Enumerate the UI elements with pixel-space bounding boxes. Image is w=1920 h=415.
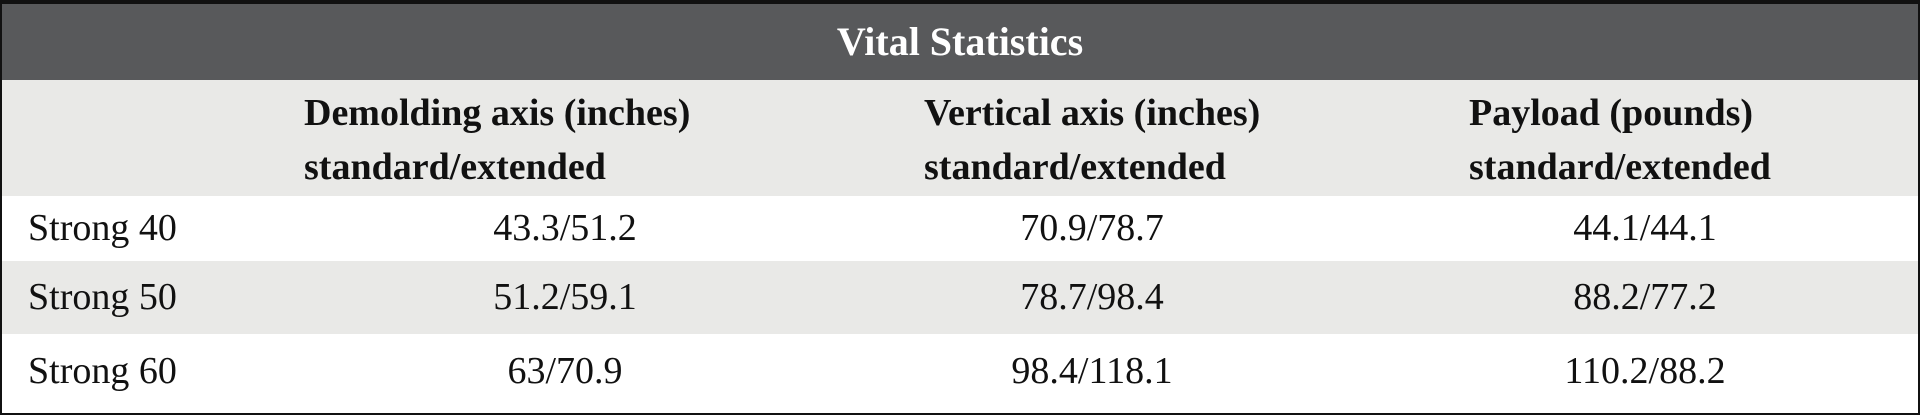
header-row: Demolding axis (inches) standard/extended…: [2, 80, 1918, 196]
table-cell: 44.1/44.1: [1573, 207, 1717, 249]
table-row: Strong 60 63/70.9 98.4/118.1 110.2/88.2: [2, 334, 1918, 409]
column-header: standard/extended: [1469, 146, 1771, 188]
row-label: Strong 60: [28, 350, 177, 392]
table-cell: 88.2/77.2: [1573, 276, 1717, 318]
column-header: standard/extended: [304, 146, 606, 188]
column-header: Demolding axis (inches): [304, 92, 691, 134]
row-label: Strong 50: [28, 276, 177, 318]
table-cell: 78.7/98.4: [1020, 276, 1164, 318]
column-header: Payload (pounds): [1469, 92, 1754, 134]
column-header: standard/extended: [924, 146, 1226, 188]
table-title: Vital Statistics: [2, 4, 1918, 80]
table-cell: 43.3/51.2: [493, 207, 637, 249]
table-cell: 70.9/78.7: [1020, 207, 1164, 249]
column-header: Vertical axis (inches): [924, 92, 1261, 134]
table-row: Strong 40 43.3/51.2 70.9/78.7 44.1/44.1: [2, 196, 1918, 261]
table-cell: 110.2/88.2: [1564, 350, 1726, 392]
table-cell: 63/70.9: [507, 350, 623, 392]
table-cell: 98.4/118.1: [1011, 350, 1173, 392]
table-cell: 51.2/59.1: [493, 276, 637, 318]
row-label: Strong 40: [28, 207, 177, 249]
table-row: Strong 50 51.2/59.1 78.7/98.4 88.2/77.2: [2, 261, 1918, 334]
